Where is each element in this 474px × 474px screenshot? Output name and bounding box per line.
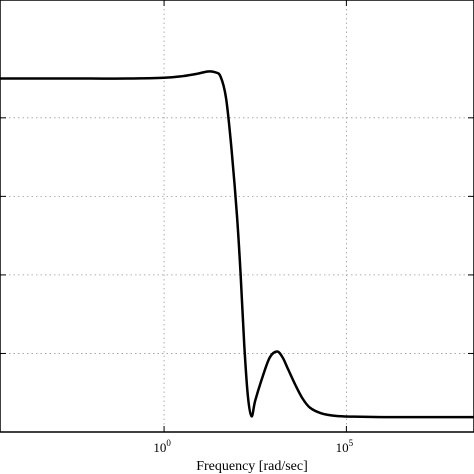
x-tick-label-exponent: 5 bbox=[349, 438, 354, 448]
x-axis-label: Frequency [rad/sec] bbox=[196, 459, 308, 474]
x-tick-label-base: 10 bbox=[153, 440, 166, 455]
x-tick-label: 105 bbox=[336, 438, 354, 455]
series-line-0 bbox=[0, 70, 474, 419]
x-tick-label-exponent: 0 bbox=[166, 438, 171, 448]
x-tick-label: 100 bbox=[153, 438, 171, 455]
grid bbox=[0, 0, 474, 432]
plot-frame bbox=[0, 0, 474, 433]
series-group bbox=[0, 70, 474, 419]
x-tick-label-base: 10 bbox=[336, 440, 349, 455]
x-ticks: 100 105 bbox=[0, 0, 474, 455]
